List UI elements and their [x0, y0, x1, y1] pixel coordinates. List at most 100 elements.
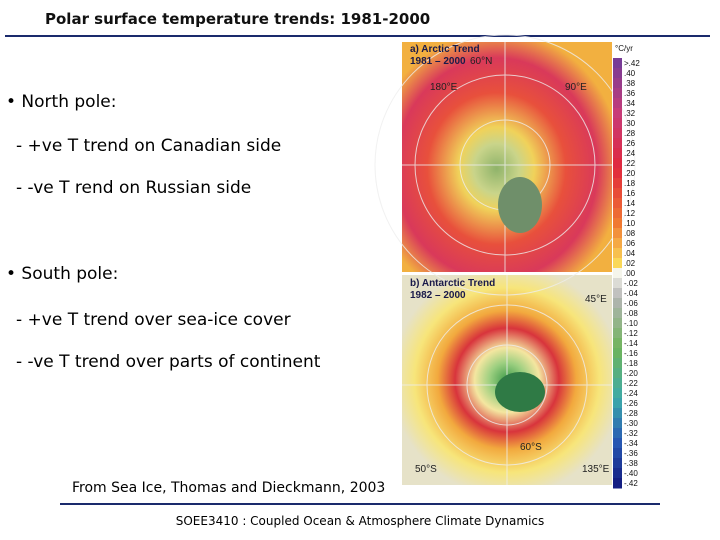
colorbar-label: .36: [624, 89, 636, 98]
colorbar-swatch: [613, 88, 622, 99]
colorbar-swatch: [613, 338, 622, 349]
colorbar-label: -.20: [624, 369, 638, 378]
colorbar-swatch: [613, 128, 622, 139]
colorbar-swatch: [613, 228, 622, 239]
colorbar-label: .14: [624, 199, 636, 208]
colorbar-label: .28: [624, 129, 636, 138]
colorbar-label: -.14: [624, 339, 638, 348]
source: From Sea Ice, Thomas and Dieckmann, 2003: [72, 480, 386, 496]
colorbar-label: .32: [624, 109, 636, 118]
colorbar-swatch: [613, 428, 622, 439]
colorbar-label: .34: [624, 99, 636, 108]
colorbar-label: .20: [624, 169, 636, 178]
slide-title: Polar surface temperature trends: 1981-2…: [45, 10, 431, 28]
colorbar-label: -.36: [624, 449, 638, 458]
colorbar-swatch: [613, 378, 622, 389]
colorbar-swatch: [613, 288, 622, 299]
colorbar-swatch: [613, 168, 622, 179]
colorbar-swatch: [613, 438, 622, 449]
sub-bullet: - -ve T trend over parts of continent: [16, 352, 321, 372]
colorbar-label: >.42: [624, 59, 640, 68]
colorbar-label: .26: [624, 139, 636, 148]
colorbar-label: .10: [624, 219, 636, 228]
colorbar-swatch: [613, 408, 622, 419]
colorbar-label: -.40: [624, 469, 638, 478]
colorbar-label: -.10: [624, 319, 638, 328]
colorbar-label: -.26: [624, 399, 638, 408]
colorbar-swatch: [613, 158, 622, 169]
colorbar-label: .40: [624, 69, 636, 78]
map-label: 135°E: [582, 464, 610, 475]
colorbar-label: .04: [624, 249, 636, 258]
colorbar-label: -.06: [624, 299, 638, 308]
colorbar-swatch: [613, 458, 622, 469]
colorbar-swatch: [613, 148, 622, 159]
colorbar-swatch: [613, 98, 622, 109]
colorbar-swatch: [613, 138, 622, 149]
colorbar-swatch: [613, 308, 622, 319]
colorbar-swatch: [613, 468, 622, 479]
bullet: • South pole:: [6, 264, 119, 284]
colorbar-label: .30: [624, 119, 636, 128]
colorbar-swatch: [613, 268, 622, 279]
panel-period: 1982 – 2000: [410, 290, 466, 301]
colorbar-swatch: [613, 398, 622, 409]
colorbar-swatch: [613, 358, 622, 369]
colorbar-swatch: [613, 418, 622, 429]
colorbar-swatch: [613, 198, 622, 209]
colorbar-label: .12: [624, 209, 636, 218]
colorbar-swatch: [613, 278, 622, 289]
colorbar-label: -.28: [624, 409, 638, 418]
colorbar-swatch: [613, 208, 622, 219]
colorbar-label: .18: [624, 179, 636, 188]
colorbar-swatch: [613, 188, 622, 199]
colorbar-label: -.30: [624, 419, 638, 428]
colorbar-swatch: [613, 348, 622, 359]
colorbar-label: .38: [624, 79, 636, 88]
colorbar-swatch: [613, 218, 622, 229]
title-rule: [5, 35, 710, 37]
colorbar-unit: °C/yr: [615, 44, 633, 53]
map-label: 45°E: [585, 294, 607, 305]
sub-bullet: - -ve T rend on Russian side: [16, 178, 252, 198]
colorbar-swatch: [613, 448, 622, 459]
colorbar-swatch: [613, 78, 622, 89]
colorbar-label: -.34: [624, 439, 638, 448]
colorbar-swatch: [613, 478, 622, 489]
map-label: 60°N: [470, 56, 492, 67]
colorbar-label: -.08: [624, 309, 638, 318]
colorbar-label: .02: [624, 259, 636, 268]
panel-title: a) Arctic Trend: [410, 44, 480, 55]
colorbar-label: -.32: [624, 429, 638, 438]
bullet: • North pole:: [6, 92, 117, 112]
map-label: 180°E: [430, 82, 458, 93]
colorbar-label: -.38: [624, 459, 638, 468]
colorbar-swatch: [613, 368, 622, 379]
footer-rule: [60, 503, 660, 505]
colorbar-label: .06: [624, 239, 636, 248]
colorbar-label: .00: [624, 269, 636, 278]
arctic-map: [402, 42, 612, 272]
colorbar-label: -.42: [624, 479, 638, 488]
colorbar-label: .24: [624, 149, 636, 158]
colorbar-swatch: [613, 248, 622, 259]
colorbar-swatch: [613, 328, 622, 339]
colorbar-label: -.18: [624, 359, 638, 368]
colorbar-label: -.24: [624, 389, 638, 398]
colorbar-swatch: [613, 258, 622, 269]
colorbar-swatch: [613, 178, 622, 189]
panel-title: b) Antarctic Trend: [410, 278, 495, 289]
map-label: 50°S: [415, 464, 437, 475]
map-label: 90°E: [565, 82, 587, 93]
colorbar-swatch: [613, 108, 622, 119]
colorbar-label: .22: [624, 159, 636, 168]
panel-period: 1981 – 2000: [410, 56, 466, 67]
colorbar-label: -.02: [624, 279, 638, 288]
colorbar-swatch: [613, 58, 622, 69]
sub-bullet: - +ve T trend over sea-ice cover: [16, 310, 291, 330]
footer: SOEE3410 : Coupled Ocean & Atmosphere Cl…: [175, 514, 545, 528]
colorbar-swatch: [613, 118, 622, 129]
colorbar-label: -.22: [624, 379, 638, 388]
colorbar-label: -.04: [624, 289, 638, 298]
